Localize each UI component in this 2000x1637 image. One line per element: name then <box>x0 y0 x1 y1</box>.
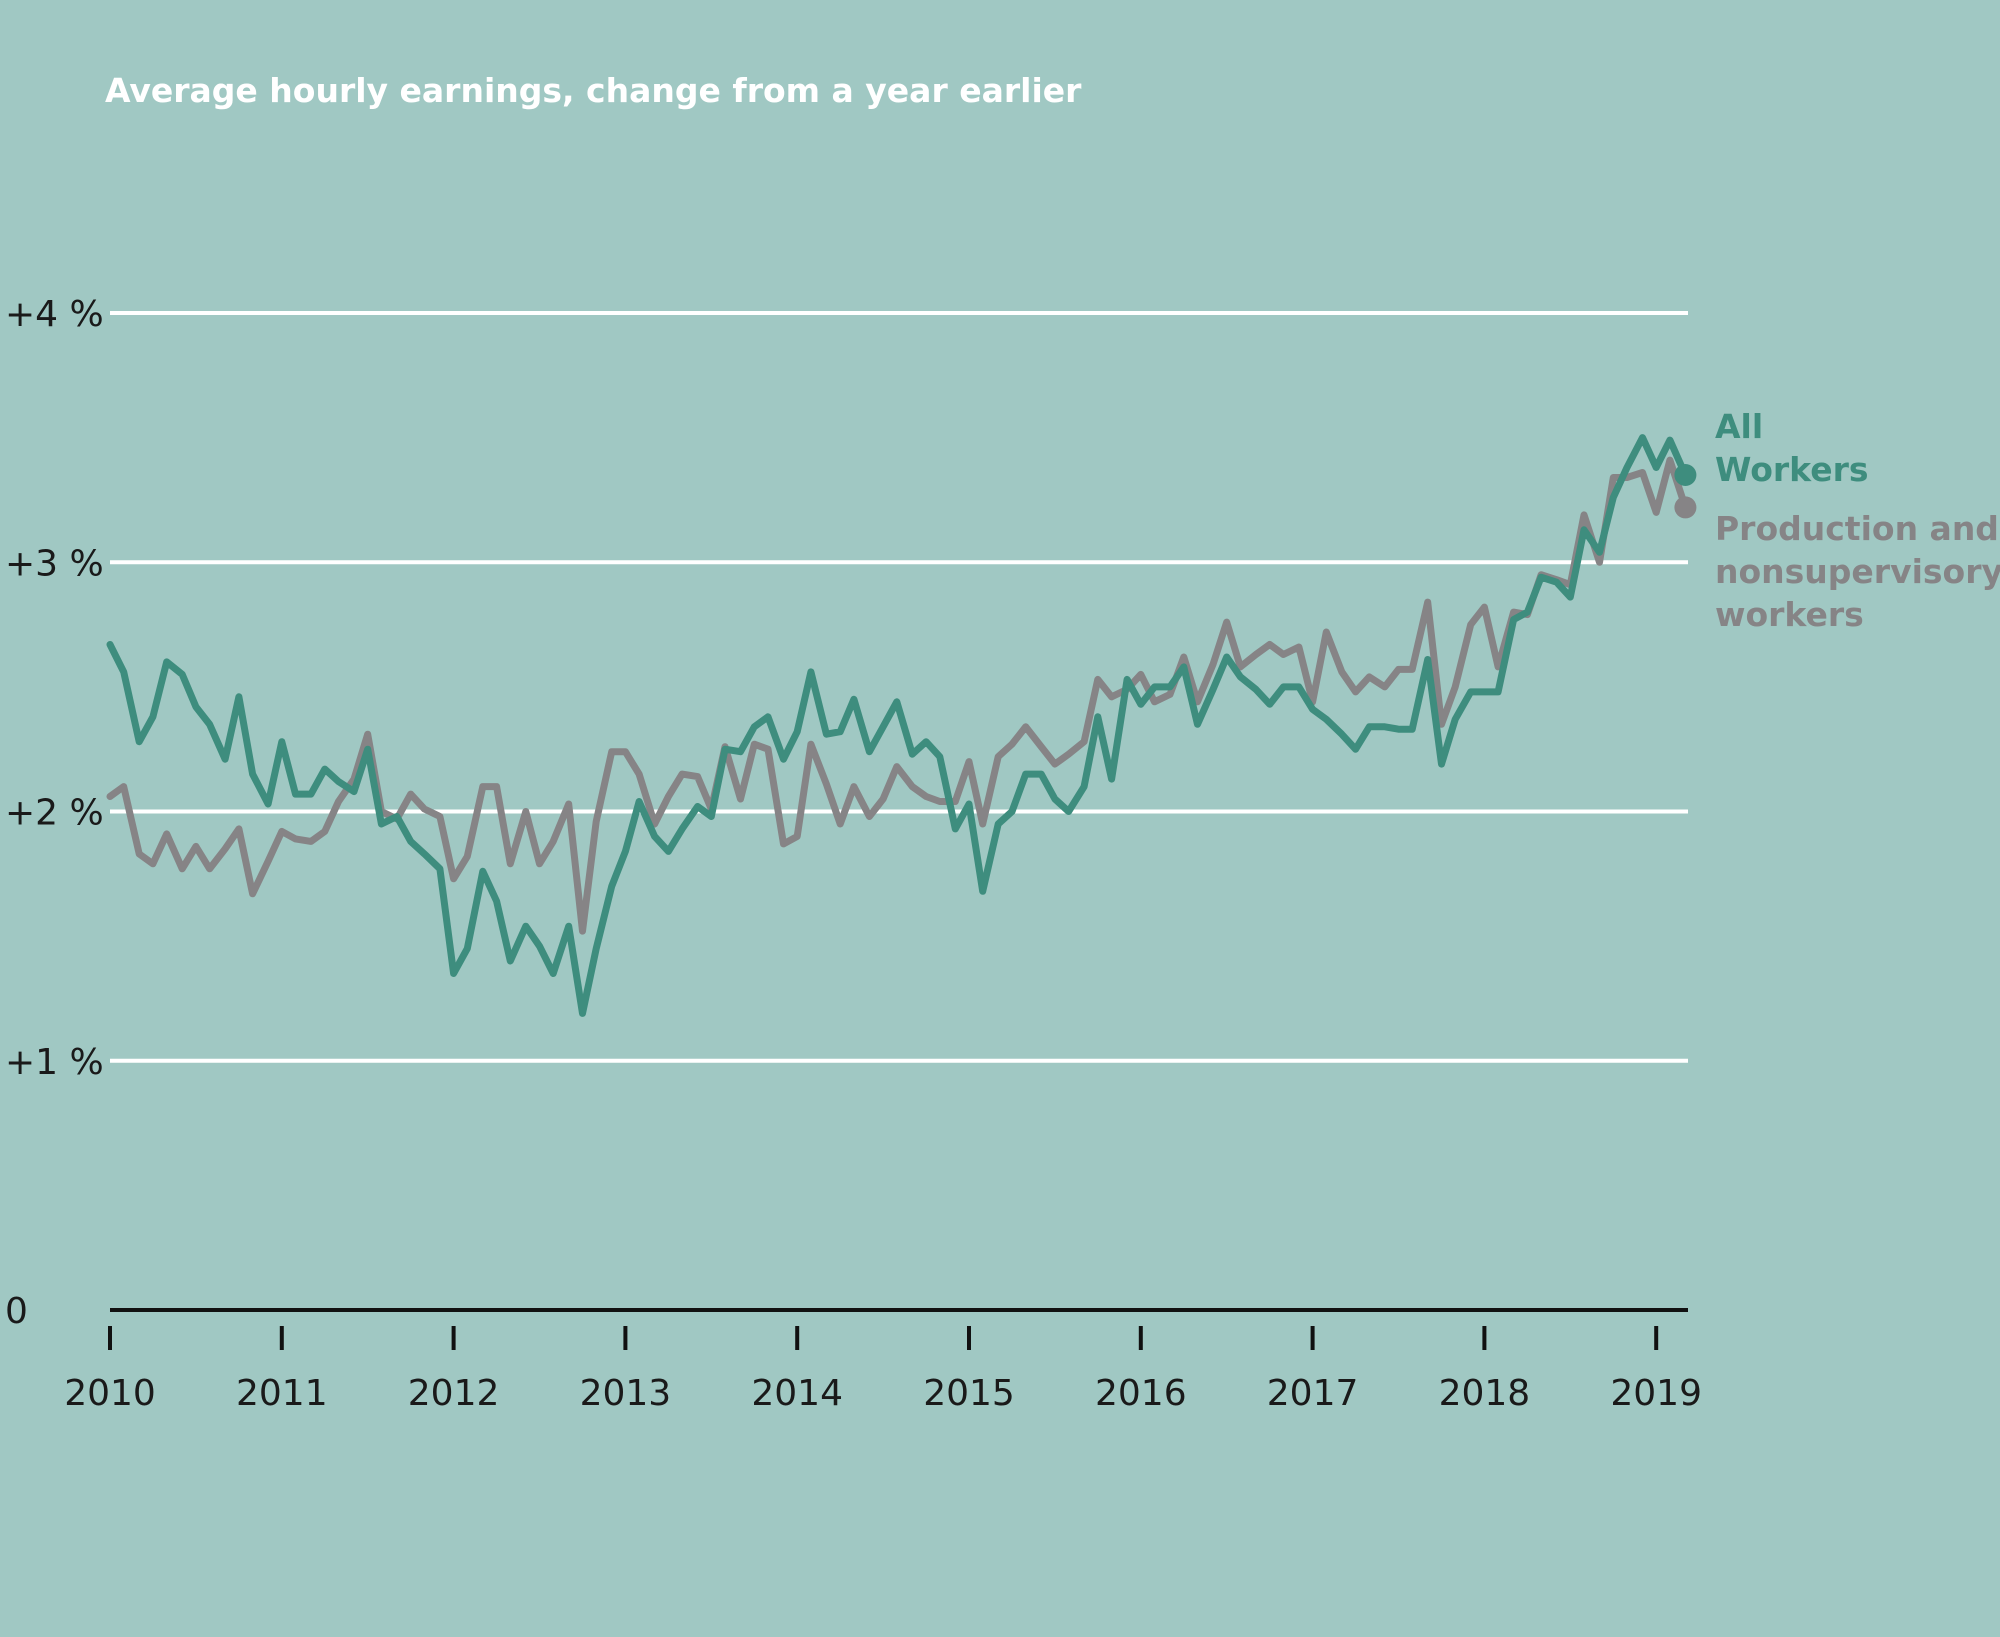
x-tick-label: 2013 <box>580 1373 672 1414</box>
chart-title: Average hourly earnings, change from a y… <box>105 71 1082 110</box>
x-tick-label: 2016 <box>1095 1373 1187 1414</box>
x-tick-label: 2011 <box>236 1373 328 1414</box>
x-tick-label: 2017 <box>1267 1373 1359 1414</box>
legend-label-line: Workers <box>1715 450 1869 489</box>
x-tick-label: 2018 <box>1439 1373 1531 1414</box>
y-tick-label: +3 % <box>5 543 104 584</box>
y-tick-label: +4 % <box>5 294 104 335</box>
legend-label-line: workers <box>1715 595 1864 634</box>
y-tick-label: +1 % <box>5 1042 104 1083</box>
legend-label-line: Production and <box>1715 509 1999 548</box>
series-line-production-workers <box>106 456 1689 935</box>
y-tick-label: 0 <box>5 1291 28 1332</box>
x-tick-label: 2019 <box>1610 1373 1702 1414</box>
series-layer <box>106 434 1697 1017</box>
series-end-marker <box>1674 464 1697 487</box>
legend-label-line: All <box>1715 407 1763 446</box>
legend-labels: All Workers Production and nonsupervisory wo… <box>1715 407 2000 634</box>
x-tick-label: 2010 <box>64 1373 156 1414</box>
series-line-all-workers <box>106 434 1689 1017</box>
x-tick-label: 2014 <box>751 1373 843 1414</box>
legend-label-all-workers: All Workers <box>1715 407 1869 489</box>
series-end-marker <box>1674 496 1697 519</box>
x-tick-label: 2012 <box>408 1373 500 1414</box>
legend-label-production-workers: Production and nonsupervisory workers <box>1715 509 2000 634</box>
legend-label-line: nonsupervisory <box>1715 552 2000 591</box>
axis-layer: 0 +1 % +2 % +3 % +4 % 2010 2011 2012 2013 2014 201… <box>5 294 1702 1414</box>
y-tick-label: +2 % <box>5 793 104 834</box>
grid-layer <box>110 311 1688 1063</box>
x-tick-label: 2015 <box>923 1373 1015 1414</box>
